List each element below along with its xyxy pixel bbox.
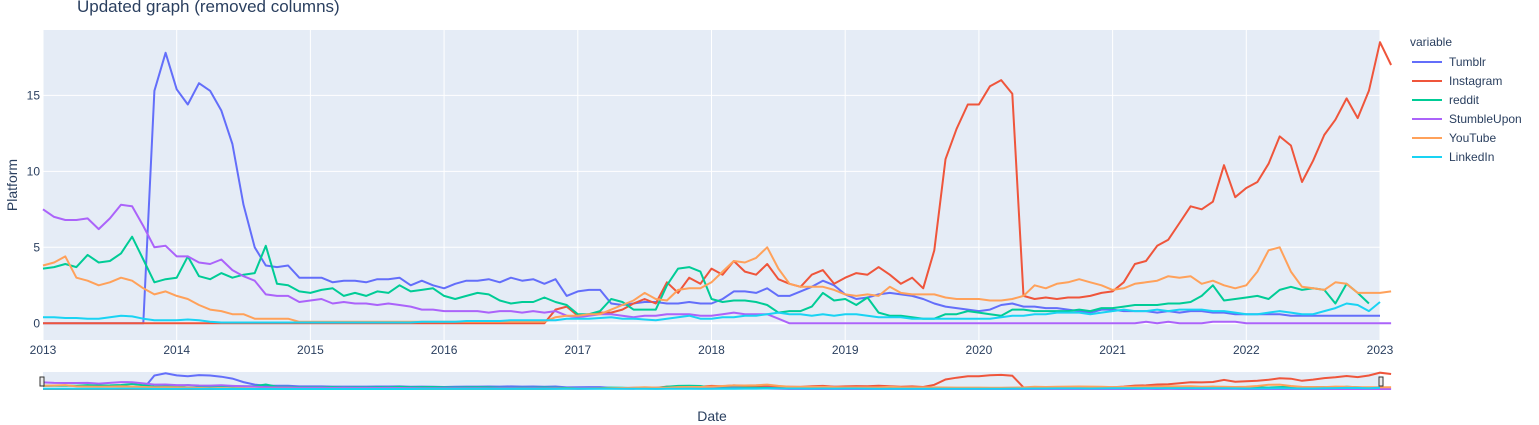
legend-item-tumblr[interactable]: Tumblr <box>1410 52 1522 71</box>
series-line-linkedin[interactable] <box>43 301 1381 324</box>
legend-label: reddit <box>1449 92 1480 107</box>
legend-title: variable <box>1410 35 1453 49</box>
legend-label: Tumblr <box>1449 54 1486 69</box>
legend-swatch <box>1412 60 1442 63</box>
x-tick-label: 2022 <box>1233 343 1260 357</box>
y-tick-label: 10 <box>27 164 41 178</box>
legend-item-instagram[interactable]: Instagram <box>1410 71 1522 90</box>
x-tick-label: 2014 <box>163 343 190 357</box>
x-tick-label: 2019 <box>832 343 859 357</box>
series-line-stumbleupon[interactable] <box>42 203 1392 325</box>
y-tick-label: 5 <box>33 240 40 254</box>
range-slider-left-handle[interactable] <box>39 376 45 387</box>
range-slider-right-handle[interactable] <box>1378 376 1384 387</box>
x-tick-label: 2020 <box>966 343 993 357</box>
legend-item-youtube[interactable]: YouTube <box>1410 128 1522 147</box>
y-axis-label: Platform <box>4 159 20 211</box>
x-tick-label: 2018 <box>698 343 725 357</box>
series-line-youtube[interactable] <box>42 246 1392 323</box>
legend-item-stumbleupon[interactable]: StumbleUpon <box>1410 109 1522 128</box>
legend-swatch <box>1412 79 1442 82</box>
legend-items[interactable]: Tumblr Instagram reddit StumbleUpon YouTube L… <box>1410 52 1522 166</box>
range-slider-lines <box>42 371 1392 391</box>
range-slider-line-linkedin <box>43 386 1381 390</box>
legend-item-reddit[interactable]: reddit <box>1410 90 1522 109</box>
series-line-tumblr[interactable] <box>43 51 1380 325</box>
range-slider[interactable] <box>39 371 1392 391</box>
series-lines[interactable] <box>42 41 1392 325</box>
x-tick-label: 2021 <box>1099 343 1126 357</box>
legend-label: StumbleUpon <box>1449 111 1522 126</box>
x-tick-label: 2013 <box>30 343 57 357</box>
x-tick-label: 2015 <box>297 343 324 357</box>
x-axis-label: Date <box>697 408 727 424</box>
legend-item-linkedin[interactable]: LinkedIn <box>1410 147 1522 166</box>
y-tick-label: 15 <box>27 88 41 102</box>
x-tick-label: 2016 <box>431 343 458 357</box>
legend-label: YouTube <box>1449 130 1497 145</box>
x-tick-label: 2023 <box>1367 343 1394 357</box>
y-tick-labels: 0 5 10 15 <box>27 88 41 330</box>
legend-swatch <box>1412 117 1442 120</box>
legend-swatch <box>1412 155 1442 158</box>
x-gridlines <box>42 30 1381 340</box>
range-slider-background[interactable] <box>43 372 1380 390</box>
x-tick-labels: 2013 2014 2015 2016 2017 2018 2019 2020 2021 2022… <box>30 343 1394 357</box>
legend[interactable]: variable Tumblr Instagram reddit StumbleUpo… <box>1410 33 1522 166</box>
chart-title: Updated graph (removed columns) <box>77 0 340 16</box>
legend-swatch <box>1412 136 1442 139</box>
x-tick-label: 2017 <box>564 343 591 357</box>
y-tick-label: 0 <box>33 316 40 330</box>
legend-swatch <box>1412 98 1442 101</box>
legend-label: LinkedIn <box>1449 149 1495 164</box>
legend-label: Instagram <box>1449 73 1503 88</box>
